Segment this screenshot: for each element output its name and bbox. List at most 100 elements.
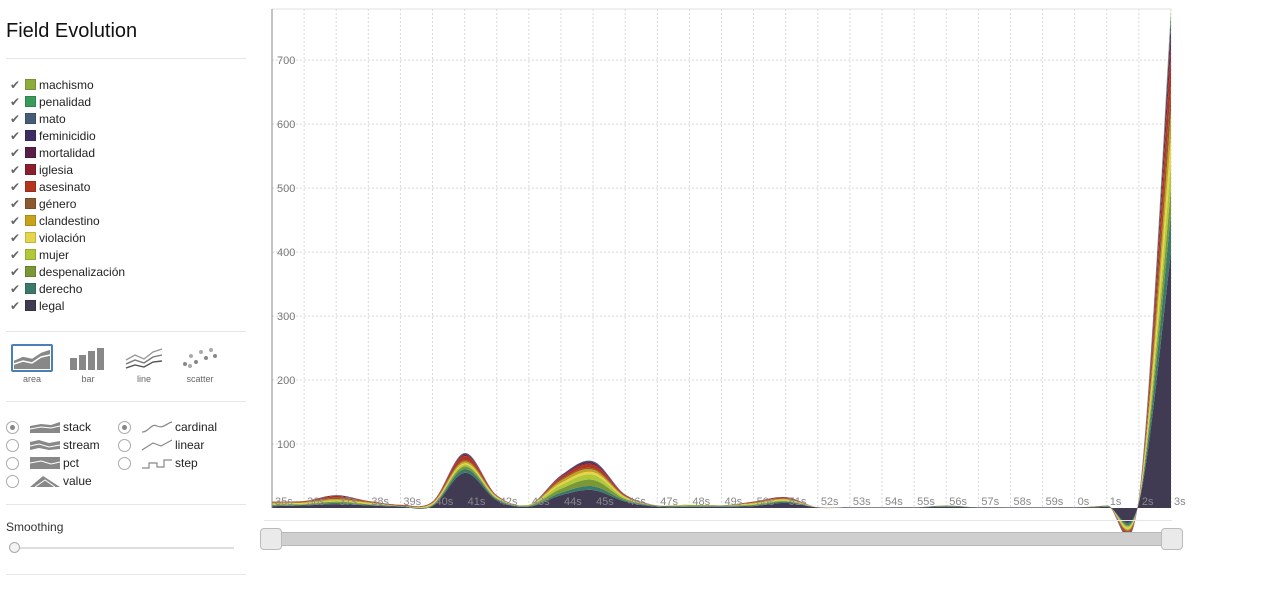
renderer-scatter-button[interactable]: scatter	[176, 344, 224, 384]
y-tick-label: 400	[277, 247, 295, 259]
x-tick-label: 38s	[371, 496, 389, 508]
legend-label: penalidad	[39, 94, 92, 109]
legend-item[interactable]: ✔ legal	[10, 297, 246, 314]
legend-item[interactable]: ✔ violación	[10, 229, 246, 246]
offset-value-option[interactable]: value	[6, 472, 92, 490]
option-label: step	[175, 456, 198, 470]
legend-swatch	[25, 130, 36, 141]
legend-item[interactable]: ✔ mortalidad	[10, 144, 246, 161]
x-tick-label: 1s	[1110, 496, 1122, 508]
legend-item[interactable]: ✔ derecho	[10, 280, 246, 297]
legend-swatch	[25, 79, 36, 90]
area-chart: 100 200 300 400 500 600 700 35s 36s 37s 38s 39s 40s 4…	[271, 8, 1186, 537]
renderer-line-button[interactable]: line	[120, 344, 168, 384]
page-title: Field Evolution	[6, 20, 138, 42]
offset-options: stack stream pct value cardinal linear	[6, 418, 246, 498]
check-icon[interactable]: ✔	[10, 162, 21, 177]
check-icon[interactable]: ✔	[10, 128, 21, 143]
sidebar: Field Evolution ✔ machismo ✔ penalidad ✔ mato…	[0, 0, 250, 609]
legend-label: clandestino	[39, 213, 100, 228]
offset-stream-option[interactable]: stream	[6, 436, 100, 454]
x-tick-label: 35s	[275, 496, 293, 508]
check-icon[interactable]: ✔	[10, 281, 21, 296]
x-tick-label: 52s	[821, 496, 839, 508]
smoothing-slider-handle[interactable]	[9, 542, 20, 553]
x-tick-label: 0s	[1078, 496, 1090, 508]
legend-label: género	[39, 196, 77, 211]
radio-button[interactable]	[6, 438, 19, 452]
x-tick-label: 41s	[468, 496, 486, 508]
divider	[6, 401, 246, 402]
x-tick-label: 50s	[757, 496, 775, 508]
legend-item[interactable]: ✔ penalidad	[10, 93, 246, 110]
renderer-area-button[interactable]: area	[8, 344, 56, 384]
legend-label: legal	[39, 298, 65, 313]
y-tick-label: 300	[277, 311, 295, 323]
check-icon[interactable]: ✔	[10, 145, 21, 160]
x-tick-label: 59s	[1046, 496, 1064, 508]
check-icon[interactable]: ✔	[10, 111, 21, 126]
option-label: stream	[63, 438, 100, 452]
check-icon[interactable]: ✔	[10, 230, 21, 245]
legend-label: feminicidio	[39, 128, 96, 143]
x-tick-label: 43s	[532, 496, 550, 508]
radio-button[interactable]	[6, 456, 19, 470]
x-tick-label: 54s	[885, 496, 903, 508]
area-icon	[11, 344, 53, 372]
range-slider-left-handle[interactable]	[260, 528, 282, 550]
pct-icon	[29, 457, 61, 469]
legend-item[interactable]: ✔ género	[10, 195, 246, 212]
check-icon[interactable]: ✔	[10, 213, 21, 228]
y-tick-label: 600	[277, 119, 295, 131]
y-tick-label: 200	[277, 375, 295, 387]
legend-label: mujer	[39, 247, 70, 262]
legend-item[interactable]: ✔ mato	[10, 110, 246, 127]
radio-button[interactable]	[6, 474, 19, 488]
range-slider-right-handle[interactable]	[1161, 528, 1183, 550]
x-tick-label: 47s	[660, 496, 678, 508]
interpolation-step-option[interactable]: step	[118, 454, 198, 472]
divider	[264, 520, 1172, 521]
check-icon[interactable]: ✔	[10, 298, 21, 313]
legend-item[interactable]: ✔ iglesia	[10, 161, 246, 178]
legend-item[interactable]: ✔ machismo	[10, 76, 246, 93]
y-tick-label: 100	[277, 439, 295, 451]
check-icon[interactable]: ✔	[10, 179, 21, 194]
option-label: cardinal	[175, 420, 218, 434]
interpolation-cardinal-option[interactable]: cardinal	[118, 418, 217, 436]
renderer-label: scatter	[186, 374, 214, 384]
x-tick-label: 39s	[403, 496, 421, 508]
check-icon[interactable]: ✔	[10, 196, 21, 211]
radio-button[interactable]	[118, 438, 131, 452]
x-tick-label: 56s	[949, 496, 967, 508]
check-icon[interactable]: ✔	[10, 77, 21, 92]
legend-label: iglesia	[39, 162, 74, 177]
renderer-label: line	[136, 374, 151, 384]
legend-item[interactable]: ✔ clandestino	[10, 212, 246, 229]
offset-pct-option[interactable]: pct	[6, 454, 79, 472]
legend-item[interactable]: ✔ despenalización	[10, 263, 246, 280]
value-icon	[30, 476, 60, 488]
check-icon[interactable]: ✔	[10, 94, 21, 109]
check-icon[interactable]: ✔	[10, 247, 21, 262]
legend-swatch	[25, 181, 36, 192]
legend-item[interactable]: ✔ asesinato	[10, 178, 246, 195]
radio-button[interactable]	[118, 420, 131, 434]
step-icon	[142, 459, 172, 469]
x-tick-label: 36s	[307, 496, 325, 508]
divider	[6, 574, 246, 575]
range-slider-track[interactable]	[264, 532, 1182, 546]
smoothing-slider-track[interactable]	[10, 547, 234, 549]
radio-button[interactable]	[118, 456, 131, 470]
renderer-bar-button[interactable]: bar	[64, 344, 112, 384]
smoothing-label: Smoothing	[6, 520, 64, 534]
legend-swatch	[25, 232, 36, 243]
radio-button[interactable]	[6, 420, 19, 434]
legend-item[interactable]: ✔ mujer	[10, 246, 246, 263]
offset-stack-option[interactable]: stack	[6, 418, 91, 436]
legend-item[interactable]: ✔ feminicidio	[10, 127, 246, 144]
x-tick-label: 37s	[339, 496, 357, 508]
interpolation-linear-option[interactable]: linear	[118, 436, 204, 454]
check-icon[interactable]: ✔	[10, 264, 21, 279]
series-area-iglesia	[272, 40, 1171, 535]
